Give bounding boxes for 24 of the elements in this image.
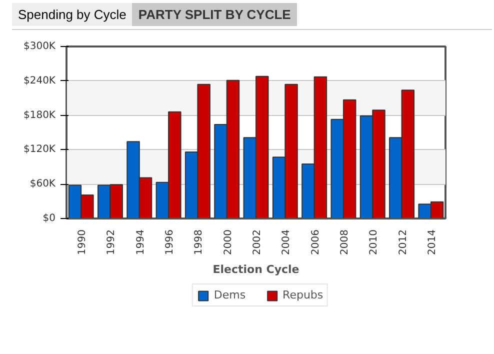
y-tick-label: $60K <box>30 178 56 190</box>
text: Spending by Cycle <box>12 3 132 26</box>
y-tick-label: $120K <box>23 144 56 156</box>
x-tick-label: 2004 <box>281 229 292 255</box>
chart-title: PARTY SPLIT BY CYCLE <box>132 3 297 26</box>
x-tick-label: 2006 <box>310 229 322 255</box>
y-tick-label: $240K <box>23 75 56 86</box>
x-tick-label: 2002 <box>252 229 263 255</box>
y-tick-label: $0 <box>42 213 56 224</box>
x-axis-title: Election Cycle <box>212 262 300 276</box>
legend-label: Repubs <box>282 288 324 302</box>
legend-label: Dems <box>214 288 246 302</box>
y-tick-label: $180K <box>23 110 56 121</box>
x-tick-label: 2008 <box>339 229 350 255</box>
x-tick-label: 1990 <box>77 229 88 255</box>
x-tick-label: 2012 <box>398 229 409 255</box>
x-tick-label: 1996 <box>164 229 176 255</box>
y-tick-label: $300K <box>23 41 56 52</box>
x-tick-label: 1992 <box>106 229 118 255</box>
x-tick-label: 2010 <box>368 229 380 255</box>
x-tick-label: 1994 <box>135 229 146 255</box>
x-tick-label: 2000 <box>222 229 234 255</box>
x-tick-label: 1998 <box>194 229 205 255</box>
x-tick-label: 2014 <box>426 229 438 255</box>
